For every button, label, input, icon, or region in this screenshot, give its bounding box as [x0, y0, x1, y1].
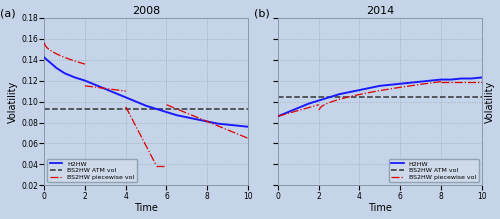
- Legend: H2HW, BS2HW ATM vol, BS2HW piecewise vol: H2HW, BS2HW ATM vol, BS2HW piecewise vol: [389, 159, 478, 182]
- Text: (a): (a): [0, 8, 15, 18]
- Title: 2014: 2014: [366, 5, 394, 16]
- Title: 2008: 2008: [132, 5, 160, 16]
- Text: (b): (b): [254, 8, 270, 18]
- X-axis label: Time: Time: [134, 203, 158, 214]
- Y-axis label: Volatility: Volatility: [484, 80, 494, 123]
- X-axis label: Time: Time: [368, 203, 392, 214]
- Legend: H2HW, BS2HW ATM vol, BS2HW piecewise vol: H2HW, BS2HW ATM vol, BS2HW piecewise vol: [48, 159, 137, 182]
- Y-axis label: Volatility: Volatility: [8, 80, 18, 123]
